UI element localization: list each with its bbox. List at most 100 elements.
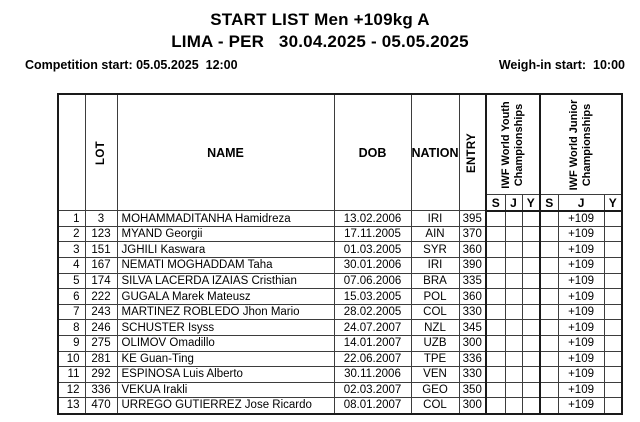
cell-entry: 300	[458, 335, 487, 352]
cell-dob: 07.06.2006	[333, 272, 412, 290]
cell-lot: 167	[84, 257, 118, 274]
cell-junior-j: +109	[557, 210, 605, 227]
competition-start-text: Competition start: 05.05.2025 12:00	[25, 57, 238, 72]
cell-nation: IRI	[410, 210, 460, 227]
cell-name: GUGALA Marek Mateusz	[116, 288, 335, 305]
cell-junior-y	[603, 350, 623, 368]
cell-junior-j: +109	[557, 257, 605, 274]
subheader-junior-j: J	[557, 194, 605, 212]
cell-name: SILVA LACERDA IZAIAS Cristhian	[116, 272, 335, 290]
table-row: 12 336 VEKUA Irakli 02.03.2007 GEO 350 +109	[57, 381, 623, 399]
cell-dob: 28.02.2005	[333, 303, 412, 321]
cell-youth-y	[521, 397, 541, 414]
table-row: 10 281 KE Guan-Ting 22.06.2007 TPE 336 +109	[57, 350, 623, 368]
table-row: 5 174 SILVA LACERDA IZAIAS Cristhian 07.06.…	[57, 272, 623, 290]
header-junior-label: IWF World Junior Championships	[568, 99, 594, 190]
cell-youth-s	[485, 335, 506, 352]
cell-youth-s	[485, 272, 506, 290]
cell-lot: 174	[84, 272, 118, 290]
cell-youth-y	[521, 335, 541, 352]
subheader-youth-j: J	[504, 194, 523, 212]
cell-junior-y	[603, 397, 623, 414]
weigh-in-start-text: Weigh-in start: 10:00	[498, 57, 625, 72]
header-lot-label: LOT	[95, 140, 107, 165]
cell-youth-s	[485, 288, 506, 305]
cell-entry: 330	[458, 303, 487, 321]
cell-lot: 222	[84, 288, 118, 305]
cell-junior-s	[539, 350, 559, 368]
cell-num: 4	[57, 257, 86, 274]
cell-junior-y	[603, 288, 623, 305]
cell-junior-j: +109	[557, 319, 605, 337]
cell-entry: 360	[458, 241, 487, 259]
cell-youth-j	[504, 303, 523, 321]
cell-youth-j	[504, 381, 523, 399]
header-junior-championships: IWF World Junior Championships	[539, 93, 623, 196]
event-location-dates: LIMA - PER 30.04.2025 - 05.05.2025	[171, 32, 469, 52]
header-youth-line1: IWF World Youth	[500, 100, 513, 189]
header-lot: LOT	[84, 93, 118, 212]
table-row: 8 246 SCHUSTER Isyss 24.07.2007 NZL 345 +109	[57, 319, 623, 337]
cell-junior-j: +109	[557, 288, 605, 305]
header-dob: DOB	[333, 93, 412, 212]
table-row: 1 3 MOHAMMADITANHA Hamidreza 13.02.2006 IRI 3…	[57, 210, 623, 227]
cell-junior-s	[539, 366, 559, 383]
cell-lot: 275	[84, 335, 118, 352]
cell-entry: 350	[458, 381, 487, 399]
subheader-youth-y: Y	[521, 194, 541, 212]
cell-nation: COL	[410, 303, 460, 321]
cell-nation: UZB	[410, 335, 460, 352]
cell-num: 1	[57, 210, 86, 227]
cell-entry: 370	[458, 225, 487, 243]
header-nation: NATION	[410, 93, 460, 212]
cell-nation: COL	[410, 397, 460, 414]
header-entry-label: ENTRY	[466, 132, 479, 173]
cell-youth-s	[485, 366, 506, 383]
cell-youth-j	[504, 257, 523, 274]
cell-name: ESPINOSA Luis Alberto	[116, 366, 335, 383]
header-youth-label: IWF World Youth Championships	[500, 101, 526, 188]
cell-youth-s	[485, 397, 506, 414]
cell-youth-j	[504, 241, 523, 259]
cell-junior-s	[539, 272, 559, 290]
cell-junior-s	[539, 319, 559, 337]
cell-junior-y	[603, 241, 623, 259]
document-header: START LIST Men +109kg A LIMA - PER 30.04…	[0, 0, 640, 72]
cell-lot: 336	[84, 381, 118, 399]
cell-nation: SYR	[410, 241, 460, 259]
cell-youth-s	[485, 303, 506, 321]
cell-youth-s	[485, 381, 506, 399]
cell-dob: 30.11.2006	[333, 366, 412, 383]
header-youth-championships: IWF World Youth Championships	[484, 93, 541, 196]
cell-num: 3	[57, 241, 86, 259]
subheader-youth-s: S	[485, 194, 506, 212]
cell-lot: 281	[84, 350, 118, 368]
cell-youth-y	[521, 366, 541, 383]
cell-nation: VEN	[410, 366, 460, 383]
cell-youth-y	[521, 225, 541, 243]
cell-youth-j	[504, 366, 523, 383]
table-row: 3 151 JGHILI Kaswara 01.03.2005 SYR 360 +109	[57, 241, 623, 259]
cell-nation: NZL	[410, 319, 460, 337]
cell-youth-j	[504, 225, 523, 243]
cell-num: 9	[57, 335, 86, 352]
header-name: NAME	[116, 93, 335, 212]
cell-youth-s	[485, 319, 506, 337]
cell-junior-s	[539, 335, 559, 352]
cell-youth-j	[504, 335, 523, 352]
cell-num: 10	[57, 350, 86, 368]
table-row: 11 292 ESPINOSA Luis Alberto 30.11.2006 VEN 3…	[57, 366, 623, 383]
cell-name: JGHILI Kaswara	[116, 241, 335, 259]
cell-junior-y	[603, 210, 623, 227]
cell-num: 12	[57, 381, 86, 399]
cell-youth-y	[521, 381, 541, 399]
start-list-body: 1 3 MOHAMMADITANHA Hamidreza 13.02.2006 IRI 3…	[57, 210, 623, 414]
cell-youth-j	[504, 350, 523, 368]
cell-dob: 02.03.2007	[333, 381, 412, 399]
cell-youth-y	[521, 210, 541, 227]
cell-junior-s	[539, 381, 559, 399]
cell-junior-s	[539, 288, 559, 305]
cell-junior-s	[539, 397, 559, 414]
cell-junior-j: +109	[557, 272, 605, 290]
